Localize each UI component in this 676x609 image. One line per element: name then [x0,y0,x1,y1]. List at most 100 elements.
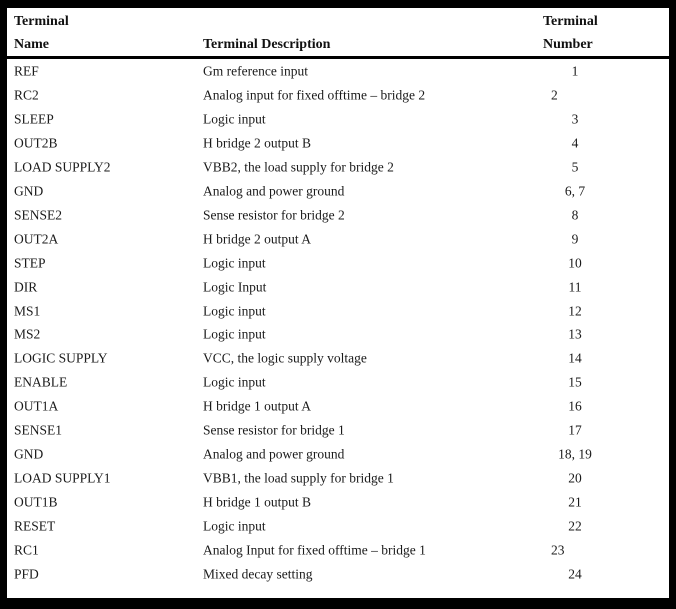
terminal-name-cell: LOAD SUPPLY1 [14,470,111,486]
terminal-description-header: Terminal Description [203,10,330,56]
table-row: RC1 Analog Input for fixed offtime – bri… [7,538,669,562]
terminal-name-cell: GND [14,446,44,462]
terminal-name-cell: OUT2B [14,135,58,151]
terminal-description-cell: Sense resistor for bridge 2 [203,206,345,222]
terminal-number-cell: 22 [568,518,582,534]
terminal-number-cell: 2 [551,87,558,103]
table-row: MS1 Logic input 12 [7,299,669,323]
terminal-description-cell: H bridge 1 output A [203,398,311,414]
terminal-name-cell: SENSE1 [14,422,63,438]
table-row: LOAD SUPPLY1 VBB1, the load supply for b… [7,466,669,490]
terminal-description-cell: Logic input [203,254,266,270]
terminal-description-cell: Sense resistor for bridge 1 [203,422,345,438]
header-separator-rule [7,56,669,59]
terminal-description-cell: Logic input [203,518,266,534]
table-row: ENABLE Logic input 15 [7,370,669,394]
terminal-name-cell: REF [14,63,39,79]
terminal-number-cell: 3 [571,111,579,127]
terminal-number-cell: 20 [568,470,582,486]
terminal-name-cell: OUT2A [14,230,59,246]
terminal-name-cell: OUT1A [14,398,59,414]
terminal-description-cell: Logic input [203,111,266,127]
table-row: OUT2A H bridge 2 output A 9 [7,227,669,251]
terminal-name-cell: LOAD SUPPLY2 [14,159,111,175]
terminal-description-cell: Logic input [203,374,266,390]
terminal-description-cell: Logic Input [203,278,267,294]
terminal-number-cell: 11 [568,278,582,294]
terminal-number-cell: 6, 7 [564,182,586,198]
table-row: SENSE2 Sense resistor for bridge 2 8 [7,203,669,227]
terminal-description-cell: VCC, the logic supply voltage [203,350,367,366]
terminal-number-cell: 14 [568,350,582,366]
table-row: REF Gm reference input 1 [7,59,669,83]
terminal-name-cell: RESET [14,518,56,534]
terminal-number-cell: 4 [571,135,579,151]
table-header-row: Terminal Name Terminal Description Termi… [7,8,669,56]
table-body: REF Gm reference input 1 RC2 Analog inpu… [7,59,669,586]
terminal-name-cell: RC1 [14,542,39,558]
terminal-number-cell: 18, 19 [558,446,592,462]
table-row: OUT1A H bridge 1 output A 16 [7,394,669,418]
terminal-description-cell: H bridge 2 output B [203,135,311,151]
terminal-number-cell: 16 [568,398,582,414]
table-row: GND Analog and power ground 18, 19 [7,442,669,466]
terminal-description-cell: Analog Input for fixed offtime – bridge … [203,542,426,558]
table-row: LOAD SUPPLY2 VBB2, the load supply for b… [7,155,669,179]
terminal-name-cell: GND [14,182,44,198]
terminal-name-cell: PFD [14,566,39,582]
terminal-name-header-line1: Terminal [14,14,69,29]
table-row: SENSE1 Sense resistor for bridge 1 17 [7,418,669,442]
terminal-name-cell: DIR [14,278,38,294]
terminal-name-cell: STEP [14,254,46,270]
terminal-number-cell: 24 [568,566,582,582]
terminal-number-cell: 15 [568,374,582,390]
terminal-number-cell: 9 [571,230,579,246]
table-row: RC2 Analog input for fixed offtime – bri… [7,83,669,107]
terminal-name-cell: ENABLE [14,374,68,390]
terminal-description-cell: VBB2, the load supply for bridge 2 [203,159,394,175]
terminal-name-cell: RC2 [14,87,39,103]
terminal-name-cell: MS1 [14,302,41,318]
table-row: GND Analog and power ground 6, 7 [7,179,669,203]
terminal-description-cell: Analog and power ground [203,446,345,462]
terminal-number-cell: 8 [571,206,579,222]
terminal-number-cell: 12 [568,302,582,318]
terminal-description-cell: Analog and power ground [203,182,345,198]
terminal-description-cell: H bridge 1 output B [203,494,311,510]
table-row: STEP Logic input 10 [7,251,669,275]
terminal-name-cell: OUT1B [14,494,58,510]
terminal-name-header: Terminal Name [14,10,69,56]
terminal-number-cell: 23 [551,542,565,558]
table-row: MS2 Logic input 13 [7,322,669,346]
terminal-description-cell: Gm reference input [203,63,308,79]
terminal-description-cell: VBB1, the load supply for bridge 1 [203,470,394,486]
terminal-number-header: Terminal Number [543,10,598,56]
table-row: SLEEP Logic input 3 [7,107,669,131]
terminal-number-cell: 21 [568,494,582,510]
terminal-description-cell: Mixed decay setting [203,566,313,582]
table-row: PFD Mixed decay setting 24 [7,562,669,586]
terminal-description-cell: Analog input for fixed offtime – bridge … [203,87,426,103]
terminal-name-header-line2: Name [14,37,49,52]
table-row: OUT2B H bridge 2 output B 4 [7,131,669,155]
terminal-number-cell: 13 [568,326,582,342]
terminal-description-cell: H bridge 2 output A [203,230,311,246]
terminal-number-cell: 10 [568,254,582,270]
terminal-description-header-label: Terminal Description [203,37,331,52]
table-row: RESET Logic input 22 [7,514,669,538]
table-row: LOGIC SUPPLY VCC, the logic supply volta… [7,346,669,370]
terminal-name-cell: MS2 [14,326,41,342]
table-row: OUT1B H bridge 1 output B 21 [7,490,669,514]
terminal-number-header-line2: Number [543,37,593,52]
terminal-number-cell: 1 [571,63,579,79]
terminal-description-cell: Logic input [203,302,266,318]
terminal-name-cell: SLEEP [14,111,54,127]
terminal-name-cell: SENSE2 [14,206,63,222]
terminal-description-cell: Logic input [203,326,266,342]
terminal-name-cell: LOGIC SUPPLY [14,350,108,366]
table-row: DIR Logic Input 11 [7,275,669,299]
terminal-number-cell: 5 [571,159,579,175]
terminal-number-header-line1: Terminal [543,14,598,29]
terminal-number-cell: 17 [568,422,582,438]
